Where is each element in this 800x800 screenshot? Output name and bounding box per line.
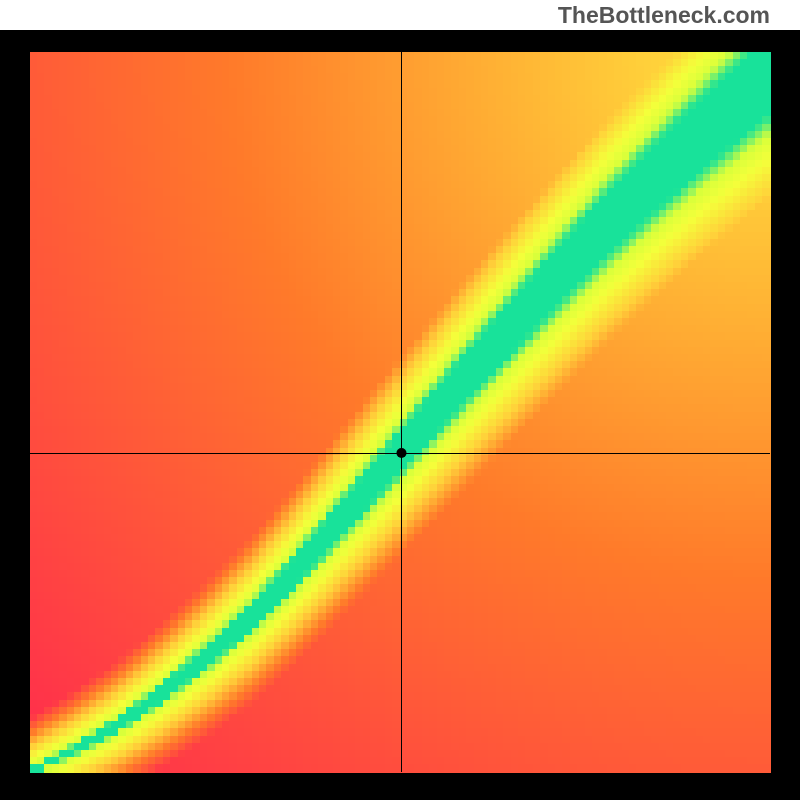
bottleneck-heatmap [0,0,800,800]
chart-container: TheBottleneck.com [0,0,800,800]
watermark-text: TheBottleneck.com [558,2,770,29]
